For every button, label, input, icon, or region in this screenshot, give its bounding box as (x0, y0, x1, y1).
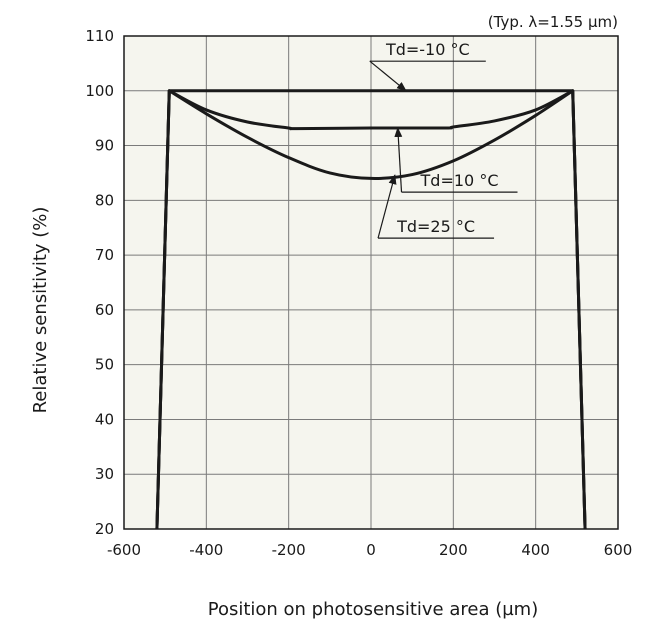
y-tick-label: 80 (95, 191, 114, 209)
x-tick-label: -600 (107, 541, 141, 559)
series-lines (155, 89, 587, 529)
x-tick-labels: -600 -400 -200 0 200 400 600 (107, 541, 632, 559)
x-axis-label: Position on photosensitive area (µm) (208, 599, 539, 620)
x-tick-label: 0 (366, 541, 376, 559)
plot-frame (123, 35, 619, 530)
y-tick-label: 30 (95, 465, 114, 483)
y-tick-label: 60 (95, 301, 114, 319)
x-tick-label: 200 (439, 541, 468, 559)
series-line-2 (155, 89, 587, 529)
annotation-label-0: Td=-10 °C (385, 40, 470, 59)
y-tick-label: 20 (95, 520, 114, 538)
annotations: Td=-10 °C Td=10 °C Td=25 °C (369, 40, 518, 239)
annotation-arrow-2 (377, 174, 397, 239)
y-tick-label: 40 (95, 410, 114, 428)
annotation-arrow-1 (394, 127, 403, 193)
y-tick-label: 50 (95, 356, 114, 374)
note-label: (Typ. λ=1.55 µm) (488, 13, 618, 31)
x-tick-label: -200 (272, 541, 306, 559)
y-axis-label: Relative sensitivity (%) (30, 207, 51, 414)
y-tick-label: 100 (85, 82, 114, 100)
annotation-arrow-0 (369, 60, 407, 92)
annotation-label-2: Td=25 °C (396, 217, 475, 236)
series-line-1 (155, 89, 587, 529)
y-tick-labels: 20 30 40 50 60 70 80 90 100 110 (85, 27, 114, 538)
series-line-0 (155, 89, 587, 529)
y-tick-label: 90 (95, 137, 114, 155)
x-tick-label: 600 (604, 541, 633, 559)
plot-border (123, 35, 619, 530)
annotation-label-1: Td=10 °C (420, 171, 499, 190)
x-tick-label: 400 (521, 541, 550, 559)
y-tick-label: 70 (95, 246, 114, 264)
y-tick-label: 110 (85, 27, 114, 45)
x-tick-label: -400 (189, 541, 223, 559)
